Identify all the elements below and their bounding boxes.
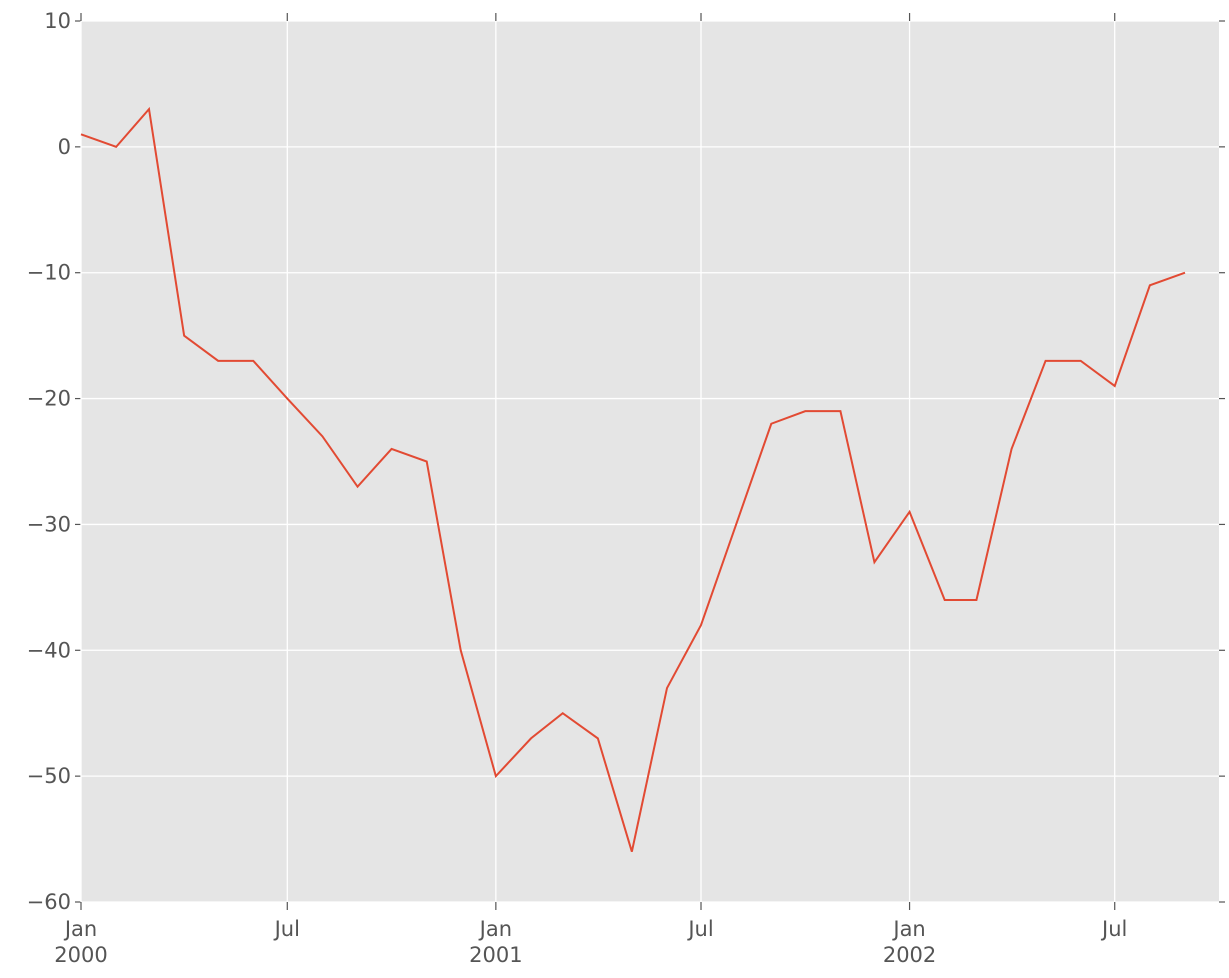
y-tick-label: −30 xyxy=(27,512,71,536)
y-tick-label: −40 xyxy=(27,638,71,662)
x-tick-label: Jul xyxy=(273,917,300,941)
x-tick-label: Jan 2002 xyxy=(883,917,936,967)
x-tick-label: Jan 2001 xyxy=(469,917,522,967)
x-tick-label: Jul xyxy=(1100,917,1127,941)
y-tick-label: −10 xyxy=(27,261,71,285)
x-tick-label-line: Jan xyxy=(478,917,512,941)
x-tick-label: Jan 2000 xyxy=(54,917,107,967)
x-tick-label-line: 2002 xyxy=(883,943,936,967)
line xyxy=(80,106,1186,852)
x-tick-label-line: 2001 xyxy=(469,943,522,967)
y-tick-label: −20 xyxy=(27,387,71,411)
y-tick-label: 0 xyxy=(58,135,71,159)
y-tick-label: −60 xyxy=(27,890,71,914)
x-tick-label-line: Jan xyxy=(891,917,925,941)
x-tick-label-line: Jan xyxy=(63,917,97,941)
x-tick-label-line: 2000 xyxy=(54,943,107,967)
y-tick-label: −50 xyxy=(27,764,71,788)
plot-background xyxy=(81,21,1219,902)
x-tick-label: Jul xyxy=(686,917,713,941)
x-tick-label-line: Jul xyxy=(686,917,713,941)
y-tick-label: 10 xyxy=(44,9,71,33)
x-tick-label-line: Jul xyxy=(1100,917,1127,941)
x-tick-label-line: Jul xyxy=(273,917,300,941)
